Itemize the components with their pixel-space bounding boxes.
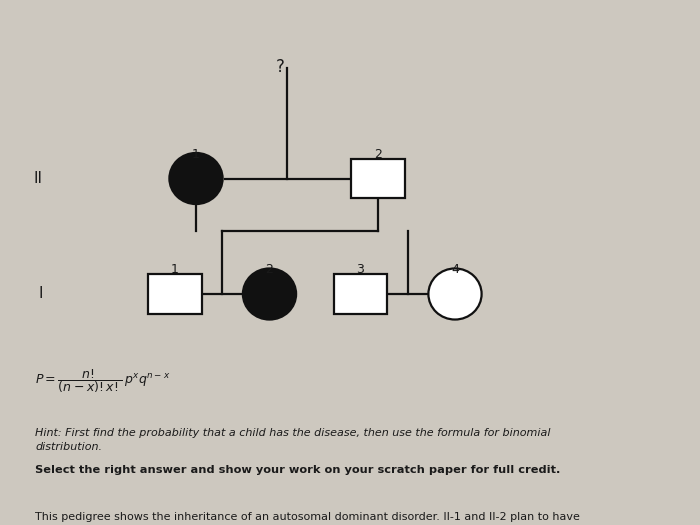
- Text: 2: 2: [265, 263, 274, 276]
- Text: I: I: [38, 287, 43, 301]
- Text: 1: 1: [171, 263, 179, 276]
- Text: Select the right answer and show your work on your scratch paper for full credit: Select the right answer and show your wo…: [35, 465, 561, 475]
- Text: 2: 2: [374, 148, 382, 161]
- Text: Hint: First find the probability that a child has the disease, then use the form: Hint: First find the probability that a …: [35, 428, 550, 452]
- Text: 1: 1: [192, 148, 200, 161]
- FancyBboxPatch shape: [351, 159, 405, 198]
- Ellipse shape: [428, 268, 482, 320]
- Text: $P=\dfrac{n!}{(n-x)!x!}\,p^x q^{n-x}$: $P=\dfrac{n!}{(n-x)!x!}\,p^x q^{n-x}$: [35, 368, 170, 395]
- Text: 3: 3: [356, 263, 365, 276]
- Text: ?: ?: [276, 58, 284, 76]
- FancyBboxPatch shape: [334, 274, 387, 314]
- Ellipse shape: [243, 268, 296, 320]
- Ellipse shape: [169, 153, 223, 204]
- Text: 4: 4: [451, 263, 459, 276]
- FancyBboxPatch shape: [148, 274, 202, 314]
- Text: II: II: [34, 171, 43, 186]
- Text: This pedigree shows the inheritance of an autosomal dominant disorder. II-1 and : This pedigree shows the inheritance of a…: [35, 512, 580, 525]
